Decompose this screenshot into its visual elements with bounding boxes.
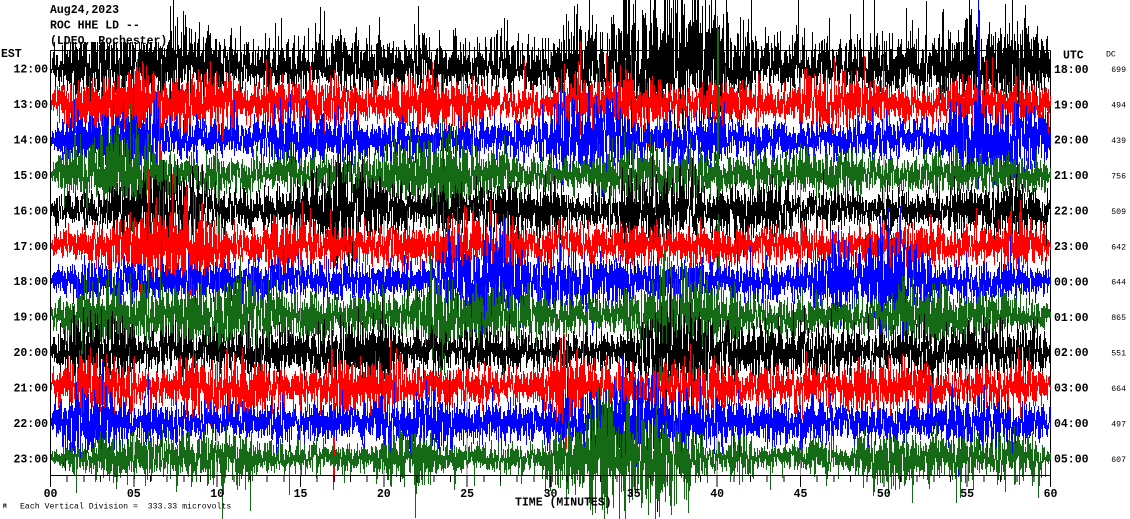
svg-text:03:00: 03:00 — [1054, 383, 1089, 396]
svg-text:55: 55 — [960, 488, 974, 501]
svg-text:756: 756 — [1111, 173, 1126, 182]
svg-text:21:00: 21:00 — [1054, 170, 1089, 183]
svg-text:DC: DC — [1106, 51, 1116, 60]
svg-text:13:00: 13:00 — [13, 99, 48, 112]
svg-text:00: 00 — [44, 488, 58, 501]
svg-text:497: 497 — [1111, 420, 1126, 429]
svg-text:02:00: 02:00 — [1054, 347, 1089, 360]
svg-text:Each Vertical Division = 333.: Each Vertical Division = 333.33 microvol… — [20, 502, 231, 512]
svg-text:18:00: 18:00 — [13, 276, 48, 289]
svg-text:551: 551 — [1111, 350, 1126, 359]
svg-text:509: 509 — [1111, 208, 1126, 217]
svg-text:05:00: 05:00 — [1054, 454, 1089, 467]
svg-text:30: 30 — [544, 488, 558, 501]
svg-text:16:00: 16:00 — [13, 205, 48, 218]
svg-text:05: 05 — [127, 488, 141, 501]
svg-text:10: 10 — [210, 488, 224, 501]
svg-text:04:00: 04:00 — [1054, 418, 1089, 431]
svg-text:20:00: 20:00 — [13, 347, 48, 360]
svg-text:20: 20 — [377, 488, 391, 501]
svg-text:ROC HHE LD --: ROC HHE LD -- — [50, 20, 140, 33]
svg-text:19:00: 19:00 — [13, 312, 48, 325]
svg-text:15: 15 — [294, 488, 308, 501]
svg-text:15:00: 15:00 — [13, 170, 48, 183]
svg-text:17:00: 17:00 — [13, 241, 48, 254]
svg-text:607: 607 — [1111, 456, 1126, 465]
svg-text:Aug24,2023: Aug24,2023 — [50, 4, 119, 17]
svg-text:50: 50 — [877, 488, 891, 501]
svg-text:45: 45 — [794, 488, 808, 501]
svg-text:19:00: 19:00 — [1054, 99, 1089, 112]
svg-text:23:00: 23:00 — [1054, 241, 1089, 254]
svg-text:14:00: 14:00 — [13, 135, 48, 148]
svg-text:642: 642 — [1111, 243, 1126, 252]
svg-text:865: 865 — [1111, 314, 1126, 323]
svg-text:664: 664 — [1111, 385, 1126, 394]
svg-text:20:00: 20:00 — [1054, 135, 1089, 148]
svg-text:UTC: UTC — [1063, 50, 1084, 63]
svg-text:22:00: 22:00 — [13, 418, 48, 431]
svg-text:439: 439 — [1111, 137, 1126, 146]
svg-text:01:00: 01:00 — [1054, 312, 1089, 325]
svg-text:12:00: 12:00 — [13, 64, 48, 77]
svg-text:TIME (MINUTES): TIME (MINUTES) — [515, 497, 612, 510]
svg-text:18:00: 18:00 — [1054, 64, 1089, 77]
svg-text:699: 699 — [1111, 66, 1126, 75]
svg-text:00:00: 00:00 — [1054, 276, 1089, 289]
svg-text:25: 25 — [460, 488, 474, 501]
svg-text:60: 60 — [1044, 488, 1058, 501]
svg-text:EST: EST — [1, 48, 22, 61]
svg-text:M: M — [3, 503, 7, 510]
svg-text:21:00: 21:00 — [13, 383, 48, 396]
svg-text:22:00: 22:00 — [1054, 206, 1089, 219]
svg-text:494: 494 — [1111, 102, 1126, 111]
svg-text:35: 35 — [627, 488, 641, 501]
svg-text:644: 644 — [1111, 279, 1126, 288]
svg-text:40: 40 — [710, 488, 724, 501]
svg-text:(LDEO, Rochester): (LDEO, Rochester) — [50, 35, 167, 48]
svg-text:23:00: 23:00 — [13, 453, 48, 466]
